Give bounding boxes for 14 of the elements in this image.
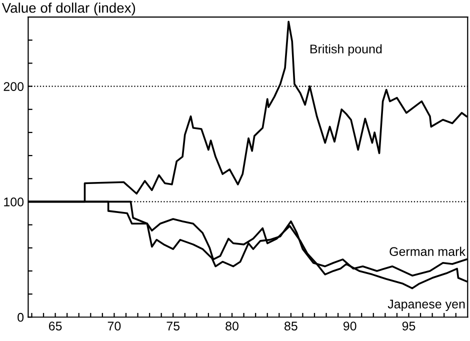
x-tick-label: 65 xyxy=(48,322,62,330)
y-axis-title: Value of dollar (index) xyxy=(2,2,136,16)
x-tick-label: 95 xyxy=(402,322,416,330)
series-label: British pound xyxy=(310,44,382,56)
y-tick-label: 100 xyxy=(4,198,24,206)
x-tick-label: 80 xyxy=(226,322,238,330)
x-tick-label: 85 xyxy=(284,322,298,330)
x-tick-label: 90 xyxy=(343,322,356,330)
x-tick-label: 70 xyxy=(108,322,121,330)
y-tick-label: 0 xyxy=(18,312,24,322)
series-label: Japanese yen xyxy=(388,300,465,311)
x-tick-label: 75 xyxy=(166,322,180,330)
series-label: German mark xyxy=(390,246,466,256)
y-tick-label: 200 xyxy=(4,82,24,91)
